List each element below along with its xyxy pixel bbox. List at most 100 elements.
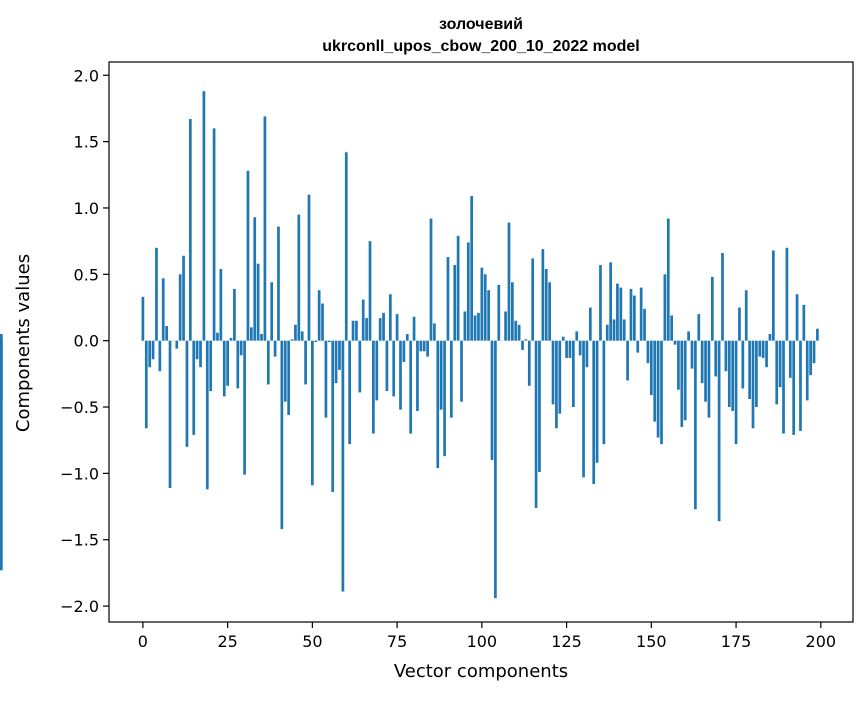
bar: [250, 327, 253, 340]
bar: [426, 341, 429, 357]
bar: [328, 341, 331, 342]
bar: [291, 339, 294, 340]
bar: [301, 331, 304, 340]
bar: [531, 258, 534, 340]
bar: [799, 341, 802, 431]
bar: [765, 341, 768, 368]
bar: [684, 341, 687, 421]
bar: [670, 315, 673, 340]
bar: [474, 315, 477, 340]
bar: [484, 274, 487, 340]
bar: [613, 319, 616, 340]
bar: [165, 326, 168, 341]
bar: [277, 227, 280, 341]
chart-subtitle: ukrconll_upos_cbow_200_10_2022 model: [322, 38, 639, 55]
bar: [643, 309, 646, 341]
bar: [542, 249, 545, 341]
bar: [755, 341, 758, 407]
bar: [752, 341, 755, 429]
bar: [379, 318, 382, 341]
bar: [253, 217, 256, 340]
bar: [592, 341, 595, 484]
bar: [369, 241, 372, 341]
bar: [691, 341, 694, 369]
bar: [270, 282, 273, 340]
bar: [304, 341, 307, 385]
bar: [518, 325, 521, 341]
bar: [223, 341, 226, 397]
bar: [243, 341, 246, 475]
bar: [213, 128, 216, 340]
bar: [806, 341, 809, 401]
bar: [582, 341, 585, 478]
y-tick-label: 1.0: [74, 199, 99, 218]
bar: [667, 219, 670, 341]
bar: [725, 341, 728, 372]
bar: [586, 341, 589, 368]
bar: [504, 311, 507, 340]
bar: [552, 341, 555, 405]
bar: [687, 331, 690, 340]
bar: [633, 296, 636, 341]
bar: [264, 116, 267, 340]
y-tick-label: 0.5: [74, 265, 99, 284]
bar: [440, 341, 443, 410]
bar: [308, 195, 311, 341]
bar: [728, 341, 731, 407]
bar: [399, 341, 402, 410]
y-tick-label: 0.0: [74, 332, 99, 351]
bar: [511, 282, 514, 340]
bar: [565, 341, 568, 358]
bar: [660, 341, 663, 445]
bar: [372, 341, 375, 434]
bar: [697, 314, 700, 341]
bar: [792, 341, 795, 435]
bar: [406, 334, 409, 341]
bar: [338, 341, 341, 370]
bar: [623, 319, 626, 340]
bar: [342, 341, 345, 592]
bar: [257, 264, 260, 341]
bar: [494, 341, 497, 598]
bar: [514, 321, 517, 341]
y-tick-label: 1.5: [74, 133, 99, 152]
bar: [762, 341, 765, 358]
bar: [535, 341, 538, 508]
bar: [182, 256, 185, 341]
bar: [606, 325, 609, 341]
bar: [413, 317, 416, 341]
bar: [748, 341, 751, 399]
bar: [206, 341, 209, 490]
bar: [464, 311, 467, 340]
bar: [331, 341, 334, 492]
bar: [314, 341, 317, 342]
bar: [803, 305, 806, 341]
bar: [179, 274, 182, 340]
bar: [782, 341, 785, 434]
bar: [386, 341, 389, 391]
bar: [480, 268, 483, 341]
bar: [433, 323, 436, 340]
y-tick-label: −1.5: [60, 531, 99, 550]
bar: [145, 341, 148, 429]
bar: [786, 248, 789, 341]
bar: [233, 289, 236, 341]
y-axis-label: Components values: [13, 254, 34, 432]
bar: [199, 341, 202, 368]
bar: [419, 341, 422, 352]
bar: [708, 341, 711, 418]
bar: [162, 278, 165, 340]
x-tick-label: 100: [467, 632, 498, 651]
chart-title: золочевий: [439, 16, 523, 33]
bar: [616, 284, 619, 341]
bar: [453, 265, 456, 341]
bar: [311, 341, 314, 486]
bar: [680, 341, 683, 427]
x-tick-label: 150: [636, 632, 667, 651]
bar: [189, 119, 192, 341]
bar: [409, 341, 412, 434]
bar: [647, 341, 650, 364]
bar: [389, 294, 392, 340]
bar: [745, 290, 748, 340]
